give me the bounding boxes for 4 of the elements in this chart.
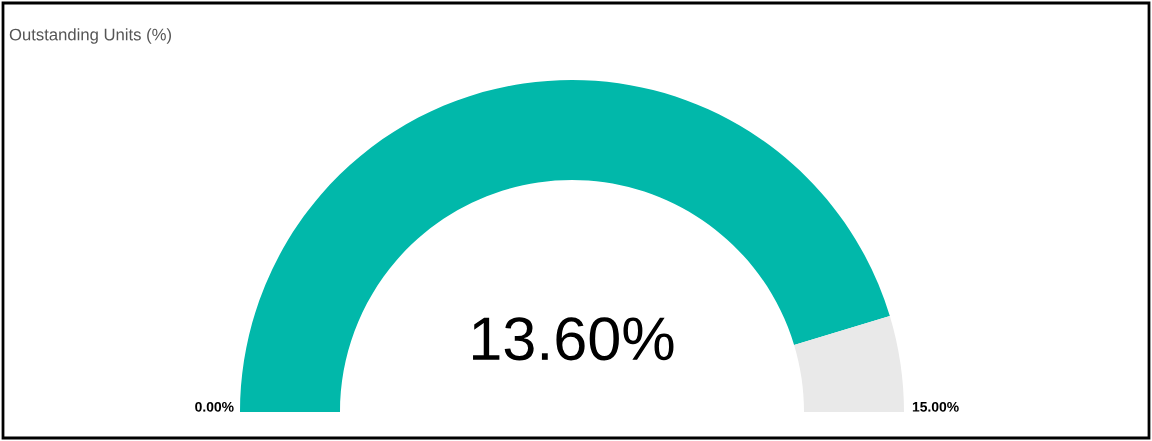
text: Outstanding Units (%) <box>9 28 171 44</box>
text: 15.00% <box>912 401 959 412</box>
text: 13.60% <box>473 317 674 361</box>
text: 0.00% <box>195 401 234 412</box>
